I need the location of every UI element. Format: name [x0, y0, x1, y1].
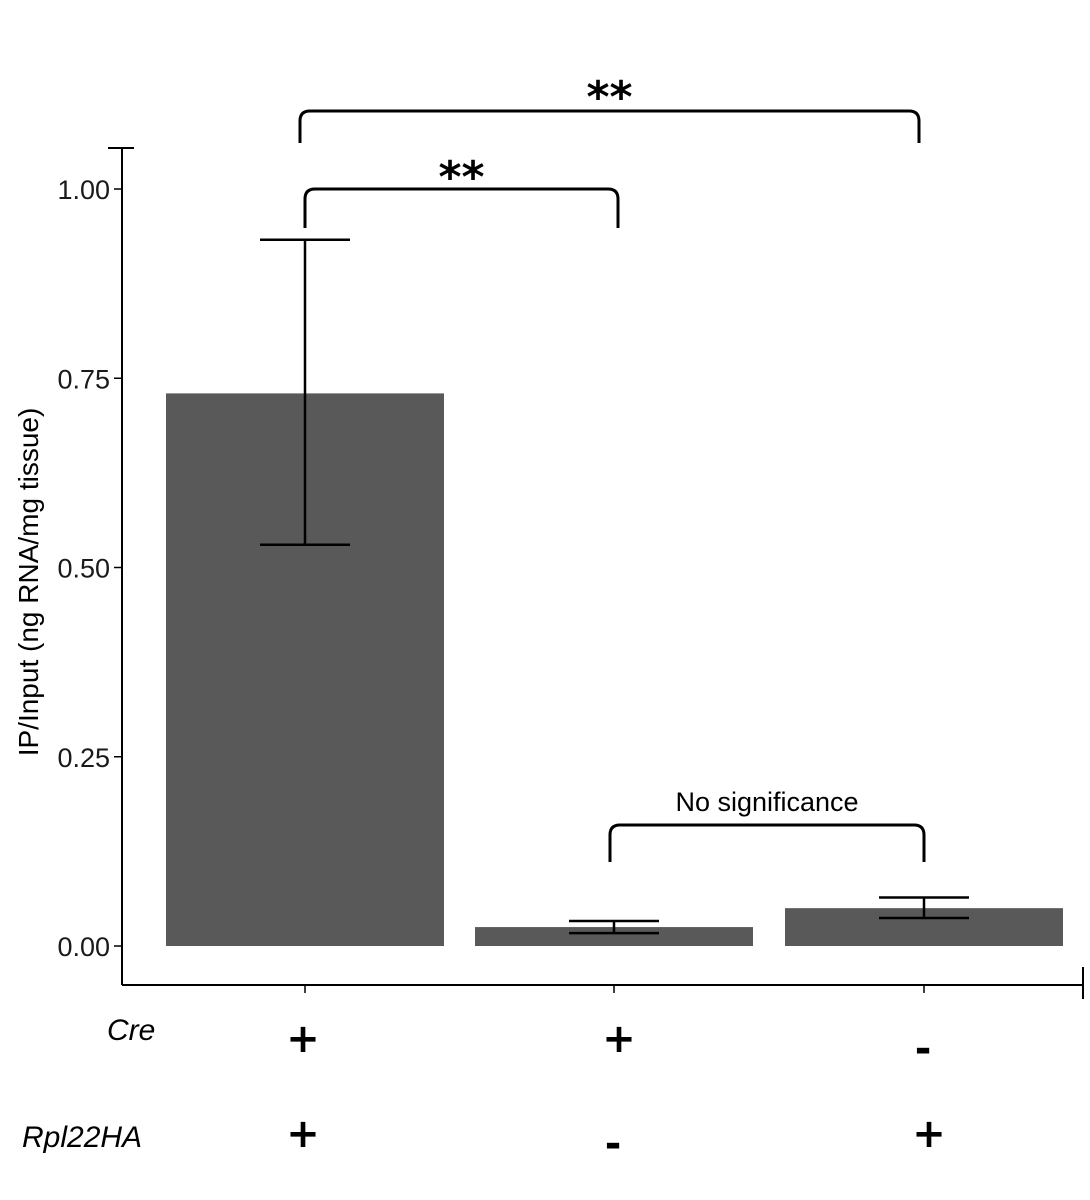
genotype-sign: + [912, 1111, 946, 1157]
axes: 0.00 0.25 0.50 0.75 1.00 [57, 147, 1084, 999]
y-tick-label: 0.50 [57, 554, 110, 584]
y-tick-label: 0.75 [57, 364, 110, 394]
genotype-row-label: Cre [107, 1014, 155, 1047]
significance-bracket [298, 109, 921, 143]
significance-annotations: ** ** No significance [298, 72, 926, 862]
genotype-sign: + [602, 1016, 636, 1062]
y-tick-label: 0.00 [57, 932, 110, 962]
error-bars [260, 238, 969, 935]
genotype-sign: + [286, 1111, 320, 1157]
y-tick-label: 1.00 [57, 175, 110, 205]
y-axis-label: IP/Input (ng RNA/mg tissue) [13, 408, 44, 757]
genotype-sign: - [915, 1026, 932, 1072]
genotype-row-label: Rpl22HA [22, 1121, 142, 1154]
bar [475, 927, 753, 946]
significance-bracket [303, 187, 620, 228]
significance-stars: ** [586, 72, 632, 123]
significance-label: No significance [675, 787, 858, 817]
genotype-sign: - [605, 1121, 622, 1167]
significance-bracket [608, 823, 926, 862]
y-tick-label: 0.25 [57, 743, 110, 773]
genotype-table: Cre + + - Rpl22HA + - + [22, 1014, 946, 1167]
significance-stars: ** [438, 152, 484, 203]
bars [166, 393, 1063, 946]
genotype-sign: + [286, 1016, 320, 1062]
